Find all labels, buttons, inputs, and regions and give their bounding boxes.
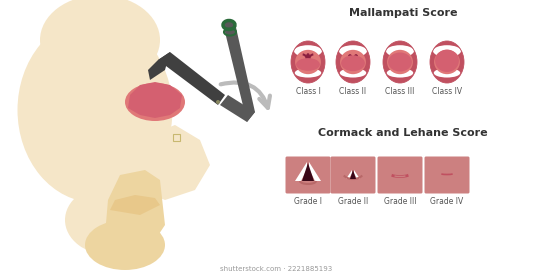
Text: Class I: Class I bbox=[295, 87, 320, 96]
Polygon shape bbox=[224, 23, 255, 122]
Ellipse shape bbox=[295, 50, 321, 74]
FancyBboxPatch shape bbox=[425, 157, 469, 193]
Ellipse shape bbox=[387, 50, 413, 74]
Ellipse shape bbox=[434, 68, 460, 78]
Ellipse shape bbox=[216, 100, 220, 104]
FancyBboxPatch shape bbox=[331, 157, 375, 193]
Ellipse shape bbox=[341, 55, 365, 71]
Text: Cormack and Lehane Score: Cormack and Lehane Score bbox=[318, 128, 488, 138]
Polygon shape bbox=[350, 170, 356, 179]
Ellipse shape bbox=[295, 68, 321, 78]
FancyBboxPatch shape bbox=[378, 157, 422, 193]
Text: Grade II: Grade II bbox=[338, 197, 368, 206]
Text: Grade I: Grade I bbox=[294, 197, 322, 206]
Ellipse shape bbox=[434, 50, 460, 74]
Polygon shape bbox=[302, 163, 314, 181]
Polygon shape bbox=[148, 52, 170, 80]
Ellipse shape bbox=[65, 185, 155, 255]
Text: Class III: Class III bbox=[385, 87, 415, 96]
Polygon shape bbox=[354, 170, 360, 179]
Ellipse shape bbox=[395, 55, 405, 59]
Text: Mallampati Score: Mallampati Score bbox=[349, 8, 457, 18]
Ellipse shape bbox=[354, 54, 358, 59]
Ellipse shape bbox=[336, 41, 370, 83]
Polygon shape bbox=[128, 82, 182, 118]
Ellipse shape bbox=[294, 45, 322, 57]
Text: Class II: Class II bbox=[340, 87, 367, 96]
Ellipse shape bbox=[291, 41, 325, 83]
Ellipse shape bbox=[388, 52, 412, 71]
Ellipse shape bbox=[340, 68, 366, 78]
Polygon shape bbox=[220, 95, 255, 122]
Text: Class IV: Class IV bbox=[432, 87, 462, 96]
Ellipse shape bbox=[430, 41, 464, 83]
Text: Grade III: Grade III bbox=[384, 197, 416, 206]
Ellipse shape bbox=[296, 58, 320, 71]
Ellipse shape bbox=[223, 20, 235, 29]
Ellipse shape bbox=[348, 54, 352, 59]
Ellipse shape bbox=[383, 41, 417, 83]
Polygon shape bbox=[105, 170, 165, 255]
FancyBboxPatch shape bbox=[285, 157, 331, 193]
Ellipse shape bbox=[306, 53, 310, 60]
Ellipse shape bbox=[386, 45, 414, 57]
Polygon shape bbox=[309, 162, 321, 181]
Ellipse shape bbox=[40, 0, 160, 85]
Text: Grade IV: Grade IV bbox=[430, 197, 463, 206]
Ellipse shape bbox=[340, 50, 366, 74]
Polygon shape bbox=[346, 170, 352, 179]
Ellipse shape bbox=[387, 68, 413, 78]
Ellipse shape bbox=[435, 50, 459, 72]
Polygon shape bbox=[130, 125, 210, 200]
Polygon shape bbox=[158, 52, 225, 105]
Polygon shape bbox=[110, 195, 160, 215]
Polygon shape bbox=[295, 162, 307, 181]
Ellipse shape bbox=[18, 17, 173, 202]
Ellipse shape bbox=[339, 45, 367, 57]
Text: shutterstock.com · 2221885193: shutterstock.com · 2221885193 bbox=[220, 266, 332, 272]
Ellipse shape bbox=[433, 45, 461, 57]
Ellipse shape bbox=[85, 220, 165, 270]
Ellipse shape bbox=[125, 83, 185, 121]
